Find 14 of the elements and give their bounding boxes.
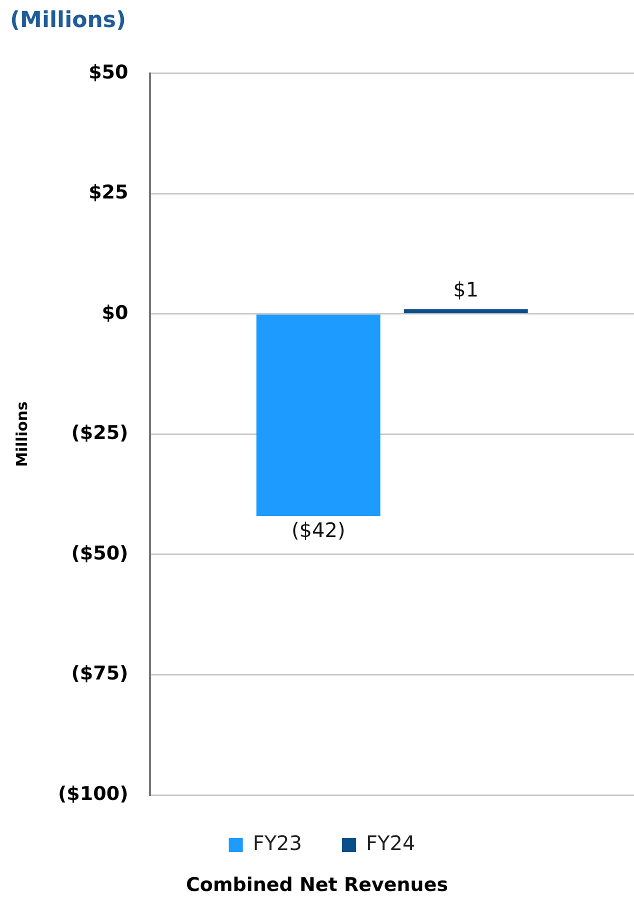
y-tick-label: $50 — [88, 61, 128, 84]
y-tick-label: ($50) — [71, 542, 128, 564]
y-tick-label: $0 — [102, 302, 128, 324]
y-tick-label: ($100) — [58, 782, 128, 805]
legend-label: FY24 — [366, 831, 416, 856]
x-axis-title: Combined Net Revenues — [184, 874, 450, 896]
data-label: ($42) — [291, 518, 346, 542]
chart-title: (Millions) — [10, 8, 126, 33]
y-axis-title: Millions — [12, 401, 31, 467]
data-label: $1 — [453, 277, 479, 302]
y-tick-label: ($25) — [71, 422, 128, 444]
y-tick-label: ($75) — [71, 662, 128, 685]
legend-label: FY23 — [252, 831, 302, 856]
y-tick-label: $25 — [88, 182, 128, 204]
